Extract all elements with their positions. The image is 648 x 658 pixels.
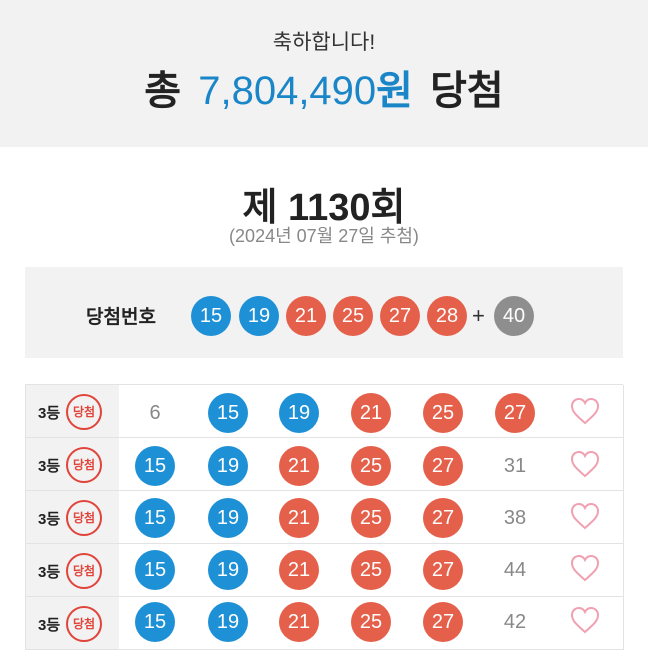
prize-amount: 7,804,490원 — [198, 69, 413, 113]
ticket-ball: 21 — [279, 498, 319, 538]
total-suffix: 당첨 — [430, 69, 504, 113]
ticket-ball: 21 — [351, 393, 391, 433]
ticket-ball: 25 — [351, 446, 391, 486]
ticket-number-plain: 6 — [149, 402, 161, 424]
ticket-ball: 15 — [135, 550, 175, 590]
heart-outline-icon[interactable] — [570, 450, 600, 478]
ticket-row-head: 3등 당첨 — [26, 438, 119, 490]
ticket-row: 3등 당첨 — [25, 597, 624, 650]
ticket-ball: 21 — [279, 602, 319, 642]
ticket-ball: 21 — [279, 550, 319, 590]
ticket-ball: 19 — [208, 498, 248, 538]
ticket-ball: 15 — [135, 446, 175, 486]
ticket-rank: 3등 — [38, 458, 61, 475]
winning-ball-1: 15 — [191, 296, 231, 336]
ticket-row: 3등 당첨 — [25, 491, 624, 544]
winning-ball-4: 25 — [333, 296, 373, 336]
ticket-row: 3등 당첨 — [25, 438, 624, 491]
ticket-rank: 3등 — [38, 617, 61, 634]
ticket-row-head: 3등 당첨 — [26, 597, 119, 649]
ticket-ball: 21 — [279, 446, 319, 486]
ticket-ball: 25 — [351, 550, 391, 590]
ticket-ball: 27 — [423, 498, 463, 538]
heart-outline-icon[interactable] — [570, 502, 600, 530]
ticket-ball: 27 — [495, 393, 535, 433]
ticket-table — [25, 384, 623, 645]
ticket-number-plain: 38 — [503, 507, 527, 529]
ticket-row: 3등 당첨 — [25, 385, 624, 438]
ticket-ball: 19 — [208, 602, 248, 642]
win-stamp: 당첨 — [66, 500, 102, 536]
bonus-ball: 40 — [494, 296, 534, 336]
ticket-row-head: 3등 당첨 — [26, 385, 119, 437]
winning-ball-5: 27 — [380, 296, 420, 336]
win-stamp: 당첨 — [66, 553, 102, 589]
total-prefix: 총 — [144, 69, 182, 113]
ticket-ball: 25 — [351, 602, 391, 642]
prize-currency: 원 — [376, 69, 413, 113]
congrats-text: 축하합니다! — [272, 31, 376, 54]
win-stamp: 당첨 — [66, 447, 102, 483]
ticket-ball: 19 — [279, 393, 319, 433]
total-prize: 총 7,804,490원 당첨 — [0, 58, 648, 116]
ticket-ball: 27 — [423, 602, 463, 642]
heart-outline-icon[interactable] — [570, 397, 600, 425]
heart-outline-icon[interactable] — [570, 606, 600, 634]
ticket-row-head: 3등 당첨 — [26, 491, 119, 543]
ticket-ball: 15 — [208, 393, 248, 433]
ticket-rank: 3등 — [38, 511, 61, 528]
ticket-ball: 27 — [423, 550, 463, 590]
winning-ball-2: 19 — [239, 296, 279, 336]
ticket-row: 3등 당첨 — [25, 544, 624, 597]
heart-outline-icon[interactable] — [570, 554, 600, 582]
ticket-ball: 19 — [208, 446, 248, 486]
bonus-plus-sign: + — [472, 303, 485, 328]
ticket-ball: 15 — [135, 602, 175, 642]
ticket-number-plain: 31 — [503, 455, 527, 477]
prize-banner: 축하합니다! 총 7,804,490원 당첨 — [0, 0, 648, 147]
draw-round: 제 1130회 — [242, 187, 406, 229]
ticket-ball: 27 — [423, 446, 463, 486]
win-stamp: 당첨 — [66, 394, 102, 430]
ticket-row-head: 3등 당첨 — [26, 544, 119, 596]
prize-amount-number: 7,804,490 — [198, 69, 377, 113]
ticket-rank: 3등 — [38, 405, 61, 422]
ticket-number-plain: 44 — [503, 559, 527, 581]
ticket-ball: 25 — [423, 393, 463, 433]
ticket-ball: 15 — [135, 498, 175, 538]
ticket-ball: 19 — [208, 550, 248, 590]
win-stamp: 당첨 — [66, 606, 102, 642]
draw-date: (2024년 07월 27일 추첨) — [229, 226, 419, 246]
ticket-rank: 3등 — [38, 564, 61, 581]
winning-numbers-label: 당첨번호 — [86, 307, 156, 328]
ticket-ball: 25 — [351, 498, 391, 538]
winning-ball-3: 21 — [286, 296, 326, 336]
ticket-number-plain: 42 — [503, 611, 527, 633]
winning-ball-6: 28 — [427, 296, 467, 336]
